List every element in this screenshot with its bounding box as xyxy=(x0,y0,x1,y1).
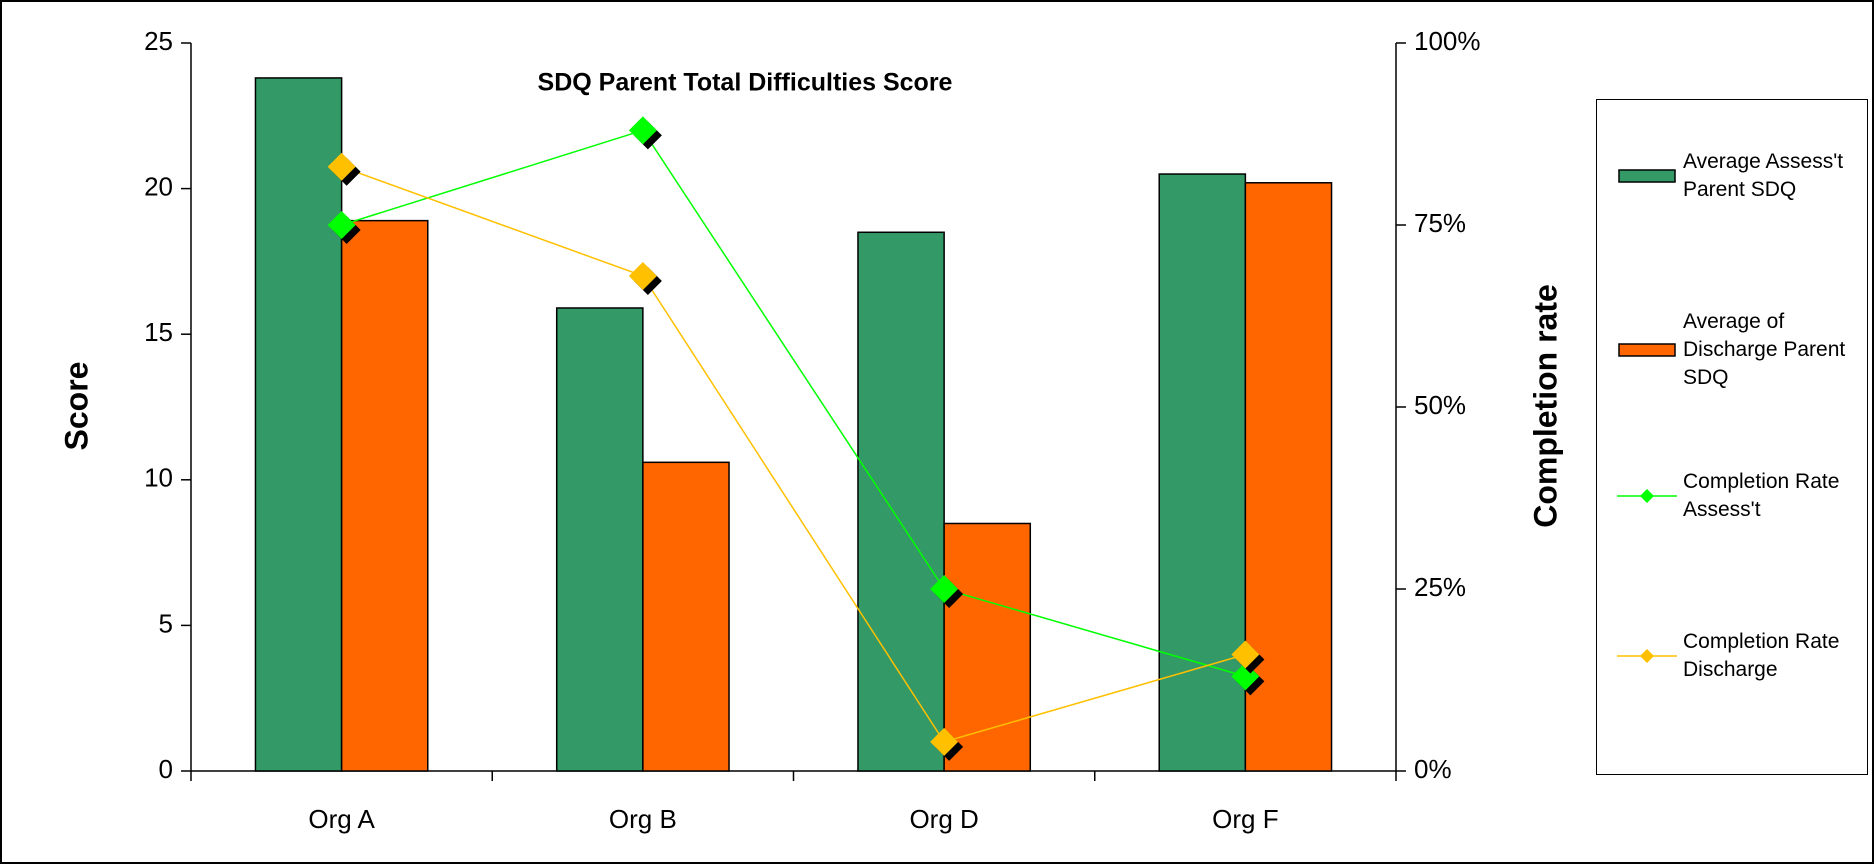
marker xyxy=(1231,640,1260,669)
legend-item: Average Assess't Parent SDQ xyxy=(1617,148,1867,204)
x-tick-label: Org A xyxy=(308,804,375,834)
legend-box xyxy=(1618,343,1676,357)
legend-marker xyxy=(1640,489,1654,503)
chart-title: SDQ Parent Total Difficulties Score xyxy=(538,69,953,97)
y2-tick-label: 0% xyxy=(1414,754,1452,784)
y-tick-label: 0 xyxy=(159,754,173,784)
marker xyxy=(327,152,356,181)
bar xyxy=(340,219,429,772)
y-tick-label: 20 xyxy=(144,171,173,201)
marker xyxy=(930,575,959,603)
x-tick-label: Org B xyxy=(609,804,677,834)
bar xyxy=(857,231,945,772)
y-tick-label: 10 xyxy=(144,463,173,493)
marker xyxy=(628,261,657,290)
y-axis-title: Score xyxy=(58,362,94,451)
y2-tick-label: 75% xyxy=(1414,208,1466,238)
bar xyxy=(642,461,730,772)
y-tick-label: 15 xyxy=(144,317,173,347)
legend-box xyxy=(1618,169,1676,183)
legend-swatch xyxy=(1617,489,1677,503)
x-tick-label: Org F xyxy=(1212,804,1278,834)
legend-swatch xyxy=(1618,169,1676,183)
legend-label: Average Assess't Parent SDQ xyxy=(1683,150,1844,201)
legend-label: Average of Discharge Parent SDQ xyxy=(1683,310,1846,389)
bar xyxy=(1158,173,1247,772)
legend-swatch xyxy=(1618,343,1676,357)
legend: Average Assess't Parent SDQ Average of Di… xyxy=(1596,99,1868,775)
marker xyxy=(327,211,356,239)
bar xyxy=(555,307,644,772)
bar xyxy=(1244,182,1333,772)
legend-label: Completion Rate Assess't xyxy=(1683,470,1840,521)
y2-tick-label: 25% xyxy=(1414,572,1466,602)
y2-tick-label: 50% xyxy=(1414,390,1466,420)
legend-swatch xyxy=(1617,649,1677,663)
y-tick-label: 25 xyxy=(144,26,173,56)
legend-item: Average of Discharge Parent SDQ xyxy=(1617,308,1867,392)
line xyxy=(341,166,1246,743)
legend-item: Completion Rate Discharge xyxy=(1617,628,1867,684)
y-tick-label: 5 xyxy=(159,608,173,638)
legend-item: Completion Rate Assess't xyxy=(1617,468,1867,524)
marker xyxy=(930,727,959,756)
bar xyxy=(254,77,343,772)
legend-label: Completion Rate Discharge xyxy=(1683,630,1840,681)
marker xyxy=(628,116,657,145)
y2-axis-title: Completion rate xyxy=(1527,284,1563,528)
line xyxy=(341,129,1246,678)
legend-marker xyxy=(1640,649,1654,663)
bar xyxy=(943,522,1032,772)
y2-tick-label: 100% xyxy=(1414,26,1481,56)
x-tick-label: Org D xyxy=(909,804,978,834)
